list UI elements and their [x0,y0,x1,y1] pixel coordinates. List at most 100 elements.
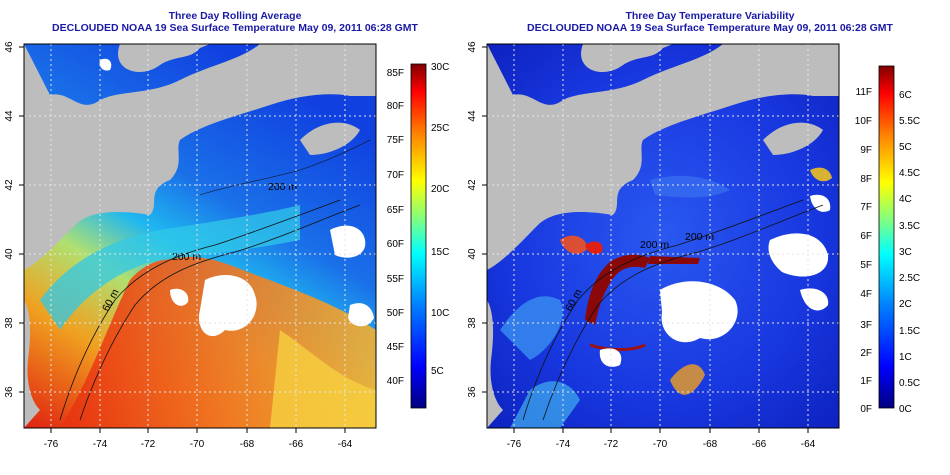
colorbar-label: 5C [431,366,444,377]
variability-patch [670,364,705,395]
sst-map-svg: 60 m 200 m 200 m -76 -74 -72 -70 -68 -66 [4,41,449,450]
land-mass-south [24,300,40,428]
y-tick-label: 46 [467,41,478,53]
cloud [170,288,189,306]
cloud [660,281,738,343]
colorbar-label: 0C [899,404,912,415]
colorbar-label: 80F [387,101,404,112]
colorbar [878,65,895,409]
graticule [487,44,839,428]
colorbar-label: 70F [387,170,404,181]
colorbar-label: 10F [855,116,872,127]
x-tick-label: -74 [556,439,571,450]
y-tick-label: 38 [4,317,15,329]
cloud [768,233,829,277]
colorbar-celsius-labels: 5C 10C 15C 20C 25C 30C [431,62,449,377]
colorbar-label: 8F [860,174,872,185]
colorbar-label: 75F [387,135,404,146]
colorbar [410,63,427,409]
contour-shelf [199,139,371,196]
colorbar-fahrenheit-labels: 40F 45F 50F 55F 60F 65F 70F 75F 80F 85F [387,68,404,387]
x-axis: -76 -74 -72 -70 -68 -66 -64 [507,428,816,450]
colorbar-label: 10C [431,308,449,319]
variability-patch [560,235,588,254]
colorbar-label: 45F [387,342,404,353]
x-tick-label: -64 [801,439,816,450]
colorbar-label: 2.5C [899,273,920,284]
cloud [599,348,622,367]
colorbar-label: 4.5C [899,168,920,179]
colorbar-label: 0F [860,404,872,415]
map-title: Three Day Temperature Variability [625,10,795,22]
land-mass-south [487,300,503,428]
colorbar-label: 2F [860,348,872,359]
colorbar-label: 25C [431,123,449,134]
map-area: 60 m 200 m 200 m [487,44,839,428]
colorbar-label: 65F [387,205,404,216]
y-tick-label: 36 [4,386,15,398]
contour-200m [79,204,361,421]
colorbar-label: 3.5C [899,221,920,232]
map-subtitle: DECLOUDED NOAA 19 Sea Surface Temperatur… [527,22,893,34]
variability-patch [585,241,603,254]
y-tick-label: 42 [4,179,15,191]
land-mass [24,44,376,270]
rolling-average-panel: Three Day Rolling Average DECLOUDED NOAA… [0,0,470,475]
y-tick-label: 36 [467,386,478,398]
x-tick-label: -68 [703,439,718,450]
x-tick-label: -72 [604,439,619,450]
colorbar-label: 1F [860,376,872,387]
contour-label: 200 m [640,239,669,251]
colorbar-label: 50F [387,308,404,319]
x-tick-label: -64 [338,439,353,450]
contour-label: 200 m [172,251,201,263]
colorbar-label: 5C [899,142,912,153]
colorbar-label: 85F [387,68,404,79]
variability-patch [510,381,580,428]
colorbar-label: 3F [860,320,872,331]
y-tick-label: 38 [467,317,478,329]
x-tick-label: -70 [653,439,668,450]
colorbar-label: 5.5C [899,116,920,127]
map-area: 60 m 200 m 200 m [24,44,376,428]
shelf-water [40,205,300,330]
x-tick-label: -74 [93,439,108,450]
cloud [199,275,257,337]
contour-label: 200 m [268,181,297,193]
y-axis: 36 38 40 42 44 46 [4,41,24,398]
contour-60m [522,199,804,421]
colorbar-label: 11F [856,87,873,98]
x-tick-label: -70 [190,439,205,450]
contour-label: 200 m [685,231,714,243]
x-tick-label: -66 [752,439,767,450]
y-tick-label: 44 [4,110,15,122]
colorbar-label: 4F [860,289,872,300]
colorbar-celsius-labels: 0C 0.5C 1C 1.5C 2C 2.5C 3C 3.5C 4C 4.5C … [899,90,920,415]
colorbar-label: 3C [899,247,912,258]
x-axis: -76 -74 -72 -70 -68 -66 -64 [44,428,353,450]
cloud [99,58,112,71]
colorbar-label: 4C [899,194,912,205]
colorbar-label: 60F [387,239,404,250]
y-tick-label: 44 [467,110,478,122]
cloud [348,303,374,327]
temperature-variability-panel: Three Day Temperature Variability DECLOU… [467,0,950,475]
colorbar-label: 1C [899,352,912,363]
cloud [800,288,829,311]
colorbar-label: 15C [431,247,449,258]
y-tick-label: 40 [4,248,15,260]
colorbar-label: 6C [899,90,912,101]
map-subtitle: DECLOUDED NOAA 19 Sea Surface Temperatur… [52,22,418,34]
variability-patch [500,296,563,360]
high-variability-front [648,256,700,264]
colorbar-label: 55F [387,274,404,285]
high-variability-front [589,343,646,351]
colorbar-label: 20C [431,184,449,195]
land-mass [487,44,839,270]
colorbar-fahrenheit-labels: 0F 1F 2F 3F 4F 5F 6F 7F 8F 9F 10F 11F [855,87,872,415]
colorbar-label: 6F [860,231,872,242]
x-tick-label: -76 [507,439,522,450]
x-tick-label: -76 [44,439,59,450]
x-tick-label: -66 [289,439,304,450]
colorbar-label: 9F [860,145,872,156]
